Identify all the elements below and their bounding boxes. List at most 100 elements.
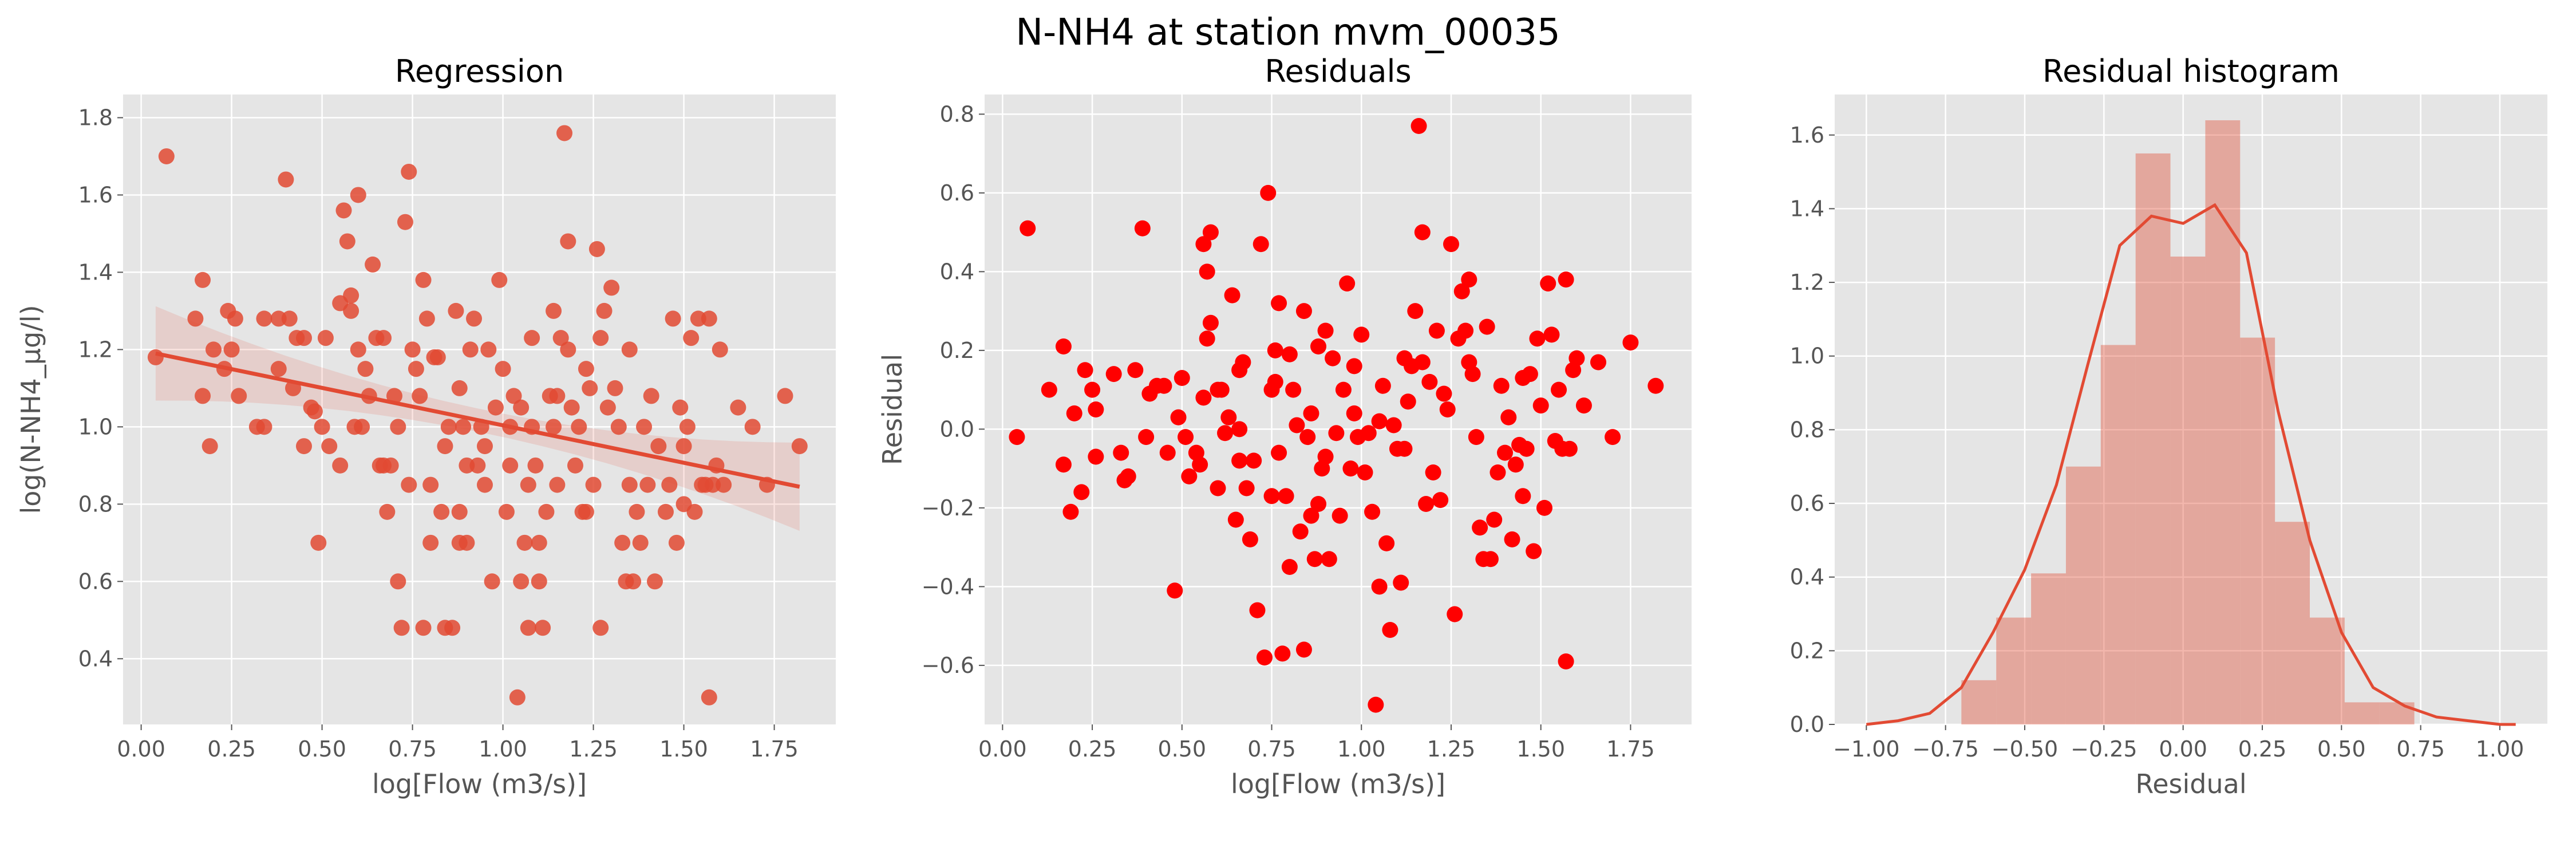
x-axis-label: log[Flow (m3/s)] [1231,769,1445,799]
regression-point [524,330,540,346]
residual-point [1120,468,1136,484]
x-tick-label: 0.50 [298,736,346,762]
residual-point [1504,531,1520,547]
residual-point [1468,429,1484,446]
regression-point [592,620,609,636]
regression-point [650,438,667,455]
residual-point [1306,551,1323,568]
regression-point [567,457,583,474]
regression-point [332,457,349,474]
x-tick-label: 1.00 [479,736,527,762]
residual-point [1529,330,1546,347]
regression-point [647,573,663,590]
residual-point [1235,354,1251,371]
regression-point [672,399,689,416]
regression-point [415,620,432,636]
residual-point [1357,464,1373,480]
regression-point [256,419,272,435]
y-tick-label: 0.8 [940,101,974,127]
residual-point [1393,574,1409,591]
regression-point [231,388,247,404]
panel-title: Residual histogram [2042,53,2340,89]
residual-point [1558,271,1574,288]
regression-point [397,214,413,230]
regression-point [487,399,504,416]
y-tick-label: 1.4 [78,259,113,285]
y-tick-label: −0.4 [922,574,974,599]
x-tick-label: 1.75 [750,736,799,762]
residual-point [1396,440,1413,457]
residual-point [1518,440,1535,457]
regression-point [549,476,566,493]
residual-point [1325,350,1341,367]
regression-point [531,534,547,551]
regression-point [563,399,580,416]
regression-point [418,310,435,327]
x-tick-label: 0.50 [2317,736,2366,762]
residual-point [1371,413,1388,430]
regression-point [516,534,533,551]
residual-point [1199,330,1215,347]
residual-point [1575,397,1592,414]
residual-point [1590,354,1607,371]
histogram-bar [2205,120,2241,724]
regression-point [701,689,717,706]
kde-curve [1866,203,2516,726]
regression-point [730,399,746,416]
histogram-bar [1996,617,2032,724]
x-tick-label: 0.00 [978,736,1027,762]
residual-point [1202,224,1219,241]
regression-point [390,573,406,590]
y-tick-label: 0.6 [78,569,113,594]
residual-point [1526,543,1542,559]
residual-point [1009,429,1025,446]
residual-point [1407,303,1424,320]
regression-point [462,341,479,358]
residual-point [1195,389,1212,406]
regression-point [270,361,287,377]
y-tick-label: 1.2 [1790,270,1824,295]
regression-point [527,457,544,474]
histogram-bar [2031,573,2066,724]
residual-point [1310,338,1327,354]
residual-point [1289,417,1305,434]
regression-point [480,341,497,358]
residual-point [1346,358,1362,375]
regression-point [451,380,468,396]
regression-point [509,689,526,706]
residual-point [1127,362,1144,379]
y-tick-label: 1.6 [78,182,113,207]
residual-point [1418,496,1435,512]
y-axis-label: log(N-NH4_µg/l) [15,305,46,514]
x-tick-label: 0.50 [1157,736,1206,762]
residual-point [1170,409,1187,425]
residual-point [1055,338,1072,354]
regression-point [578,361,594,377]
regression-point [476,438,493,455]
residual-point [1167,582,1183,599]
histogram-bar [2240,337,2275,724]
residual-point [1432,492,1449,509]
x-axis-label: Residual [2135,769,2246,799]
regression-point [679,419,696,435]
regression-point [495,361,511,377]
residual-point [1260,184,1277,201]
residual-point [1605,429,1621,446]
regression-point [187,310,204,327]
y-tick-label: 1.4 [1790,196,1824,221]
regression-point [415,271,432,288]
residual-point [1156,377,1172,394]
residual-point [1482,551,1499,568]
regression-point [531,573,547,590]
residual-point [1181,468,1198,484]
residual-point [1436,385,1452,402]
regression-point [386,388,402,404]
regression-point [777,388,793,404]
residual-point [1622,334,1639,351]
regression-point [578,503,594,520]
residual-point [1055,456,1072,473]
y-tick-label: 1.8 [78,105,113,130]
regression-point [657,503,674,520]
histogram-bar [2310,617,2345,724]
residual-point [1278,488,1294,505]
